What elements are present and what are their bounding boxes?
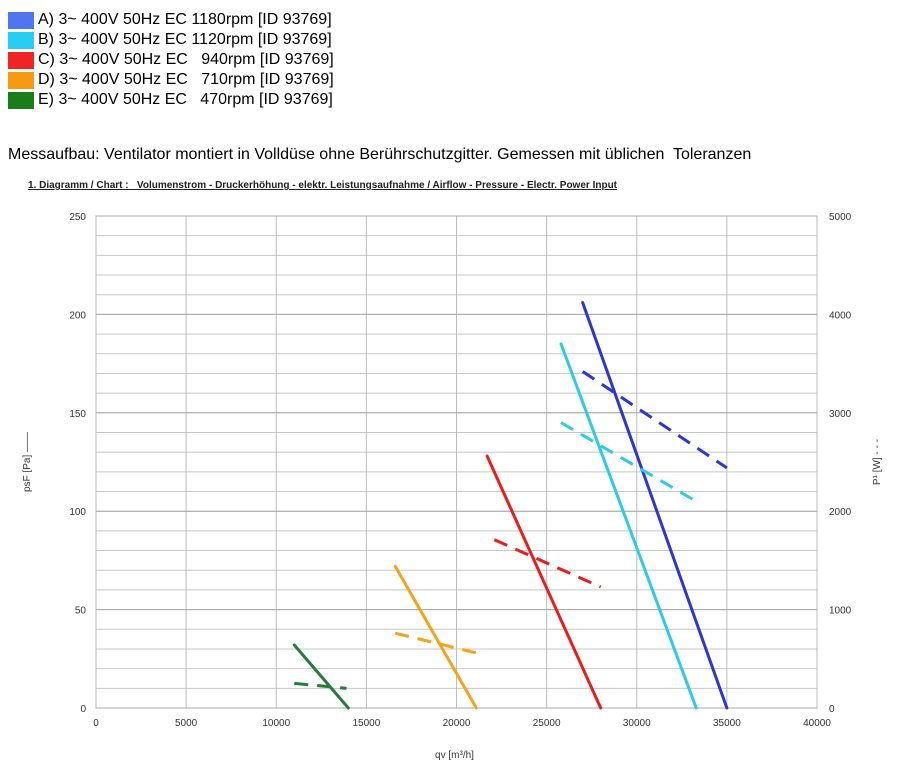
y-left-axis-label: psF [Pa] ——	[22, 432, 33, 492]
power-curve-b	[560, 421, 697, 503]
x-tick-label: 0	[93, 718, 99, 729]
legend-label-c: C) 3~ 400V 50Hz EC 940rpm [ID 93769]	[38, 51, 334, 68]
power-curve-c	[493, 538, 602, 589]
y-right-tick-label: 1000	[829, 606, 852, 617]
y-left-tick-label: 0	[80, 704, 86, 715]
legend-label-a: A) 3~ 400V 50Hz EC 1180rpm [ID 93769]	[38, 11, 332, 28]
pressure-curve-d	[393, 564, 478, 710]
legend-swatch-b	[8, 31, 34, 49]
power-curve-d	[394, 631, 477, 655]
y-right-tick-label: 4000	[829, 310, 852, 321]
legend-item: B) 3~ 400V 50Hz EC 1120rpm [ID 93769]	[8, 30, 334, 50]
pressure-curve-e	[292, 643, 350, 710]
legend-swatch-e	[8, 91, 34, 109]
y-left-tick-label: 200	[69, 310, 86, 321]
x-tick-label: 5000	[175, 718, 198, 729]
y-left-tick-label: 150	[69, 409, 86, 420]
legend-item: C) 3~ 400V 50Hz EC 940rpm [ID 93769]	[8, 50, 334, 70]
pressure-curve-c	[485, 454, 603, 710]
x-tick-label: 25000	[533, 718, 561, 729]
power-curve-a	[581, 370, 728, 470]
y-left-tick-label: 100	[69, 507, 86, 518]
chart-title: 1. Diagramm / Chart : Volumenstrom - Dru…	[28, 180, 618, 191]
power-curve-e	[294, 681, 347, 690]
y-right-tick-label: 2000	[829, 507, 852, 518]
y-right-tick-label: 0	[829, 704, 835, 715]
legend-item: D) 3~ 400V 50Hz EC 710rpm [ID 93769]	[8, 70, 334, 90]
y-right-tick-label: 3000	[829, 409, 852, 420]
y-right-axis-label: P¹ [W] - - -	[872, 439, 883, 485]
y-left-tick-label: 50	[75, 606, 87, 617]
pressure-curve-a	[581, 301, 729, 710]
legend-label-e: E) 3~ 400V 50Hz EC 470rpm [ID 93769]	[38, 91, 333, 108]
y-left-tick-label: 250	[69, 212, 86, 223]
legend: A) 3~ 400V 50Hz EC 1180rpm [ID 93769] B)…	[8, 10, 334, 110]
legend-item: E) 3~ 400V 50Hz EC 470rpm [ID 93769]	[8, 90, 334, 110]
legend-swatch-a	[8, 11, 34, 29]
legend-swatch-c	[8, 51, 34, 69]
x-axis-label: qv [m³/h]	[435, 750, 474, 761]
legend-item: A) 3~ 400V 50Hz EC 1180rpm [ID 93769]	[8, 10, 334, 30]
pressure-curve-b	[559, 342, 698, 710]
legend-label-b: B) 3~ 400V 50Hz EC 1120rpm [ID 93769]	[38, 31, 332, 48]
x-tick-label: 35000	[713, 718, 741, 729]
measurement-note: Messaufbau: Ventilator montiert in Volld…	[8, 146, 752, 163]
x-tick-label: 15000	[352, 718, 380, 729]
legend-label-d: D) 3~ 400V 50Hz EC 710rpm [ID 93769]	[38, 71, 334, 88]
y-right-tick-label: 5000	[829, 212, 852, 223]
x-tick-label: 40000	[803, 718, 831, 729]
x-tick-label: 30000	[623, 718, 651, 729]
legend-swatch-d	[8, 71, 34, 89]
x-tick-label: 20000	[443, 718, 471, 729]
x-tick-label: 10000	[262, 718, 290, 729]
